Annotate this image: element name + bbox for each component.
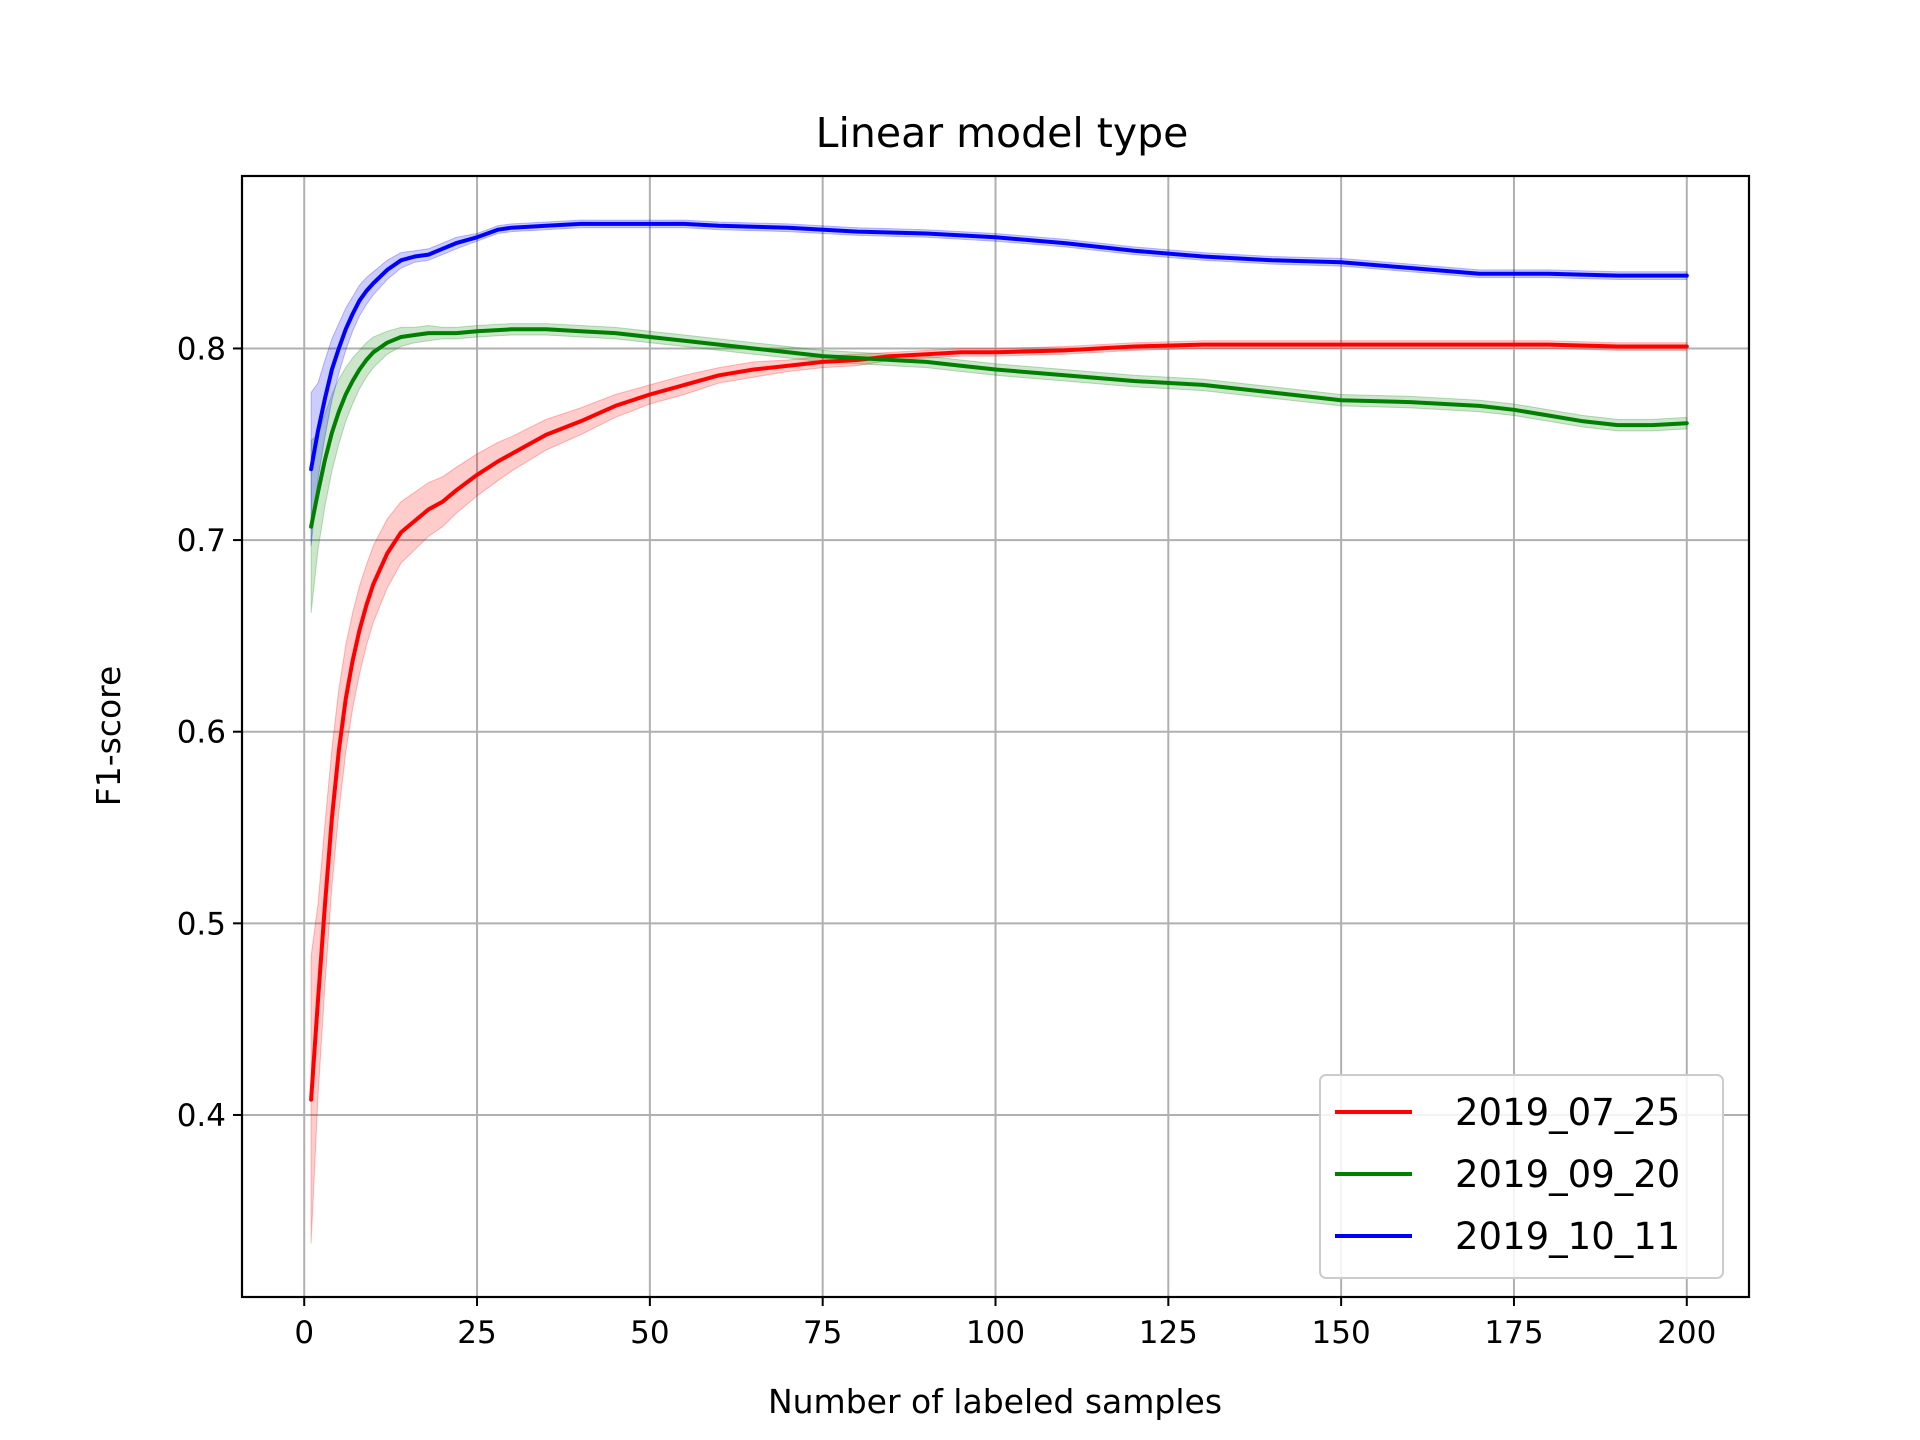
series-lines xyxy=(309,221,1689,1102)
legend-box xyxy=(1319,1074,1724,1279)
band-2019_09_20 xyxy=(310,323,1688,613)
x-tick-label: 0 xyxy=(294,1315,314,1351)
legend: 2019_07_25 2019_09_20 2019_10_11 xyxy=(1319,1074,1724,1279)
legend-label-2019_07_25: 2019_07_25 xyxy=(1455,1091,1680,1134)
x-tick-label: 75 xyxy=(803,1315,842,1351)
x-tick-label: 175 xyxy=(1484,1315,1543,1351)
x-tick-label: 150 xyxy=(1312,1315,1371,1351)
series-line-2019_10_11 xyxy=(309,221,1689,472)
chart-title: Linear model type xyxy=(816,109,1189,157)
x-tick-label: 50 xyxy=(630,1315,669,1351)
confidence-bands xyxy=(310,219,1688,1244)
y-tick-label: 0.4 xyxy=(177,1098,226,1134)
x-tick-label: 125 xyxy=(1139,1315,1198,1351)
y-tick-label: 0.5 xyxy=(177,906,226,942)
x-tick-label: 200 xyxy=(1657,1315,1716,1351)
legend-label-2019_10_11: 2019_10_11 xyxy=(1455,1215,1680,1258)
y-tick-label: 0.8 xyxy=(177,331,226,367)
y-tick-label: 0.6 xyxy=(177,715,226,751)
y-axis-ticks: 0.4 0.5 0.6 0.7 0.8 xyxy=(177,331,242,1134)
x-axis-title: Number of labeled samples xyxy=(768,1382,1222,1421)
x-axis-ticks: 0 25 50 75 100 125 150 175 200 xyxy=(294,1297,1716,1351)
band-2019_10_11 xyxy=(310,219,1688,546)
x-tick-label: 25 xyxy=(457,1315,496,1351)
band-2019_07_25 xyxy=(310,340,1688,1244)
y-tick-label: 0.7 xyxy=(177,523,226,559)
y-axis-title: F1-score xyxy=(89,666,128,807)
series-line-2019_09_20 xyxy=(309,327,1689,529)
x-tick-label: 100 xyxy=(966,1315,1025,1351)
legend-label-2019_09_20: 2019_09_20 xyxy=(1455,1153,1680,1196)
series-line-2019_07_25 xyxy=(309,342,1689,1102)
